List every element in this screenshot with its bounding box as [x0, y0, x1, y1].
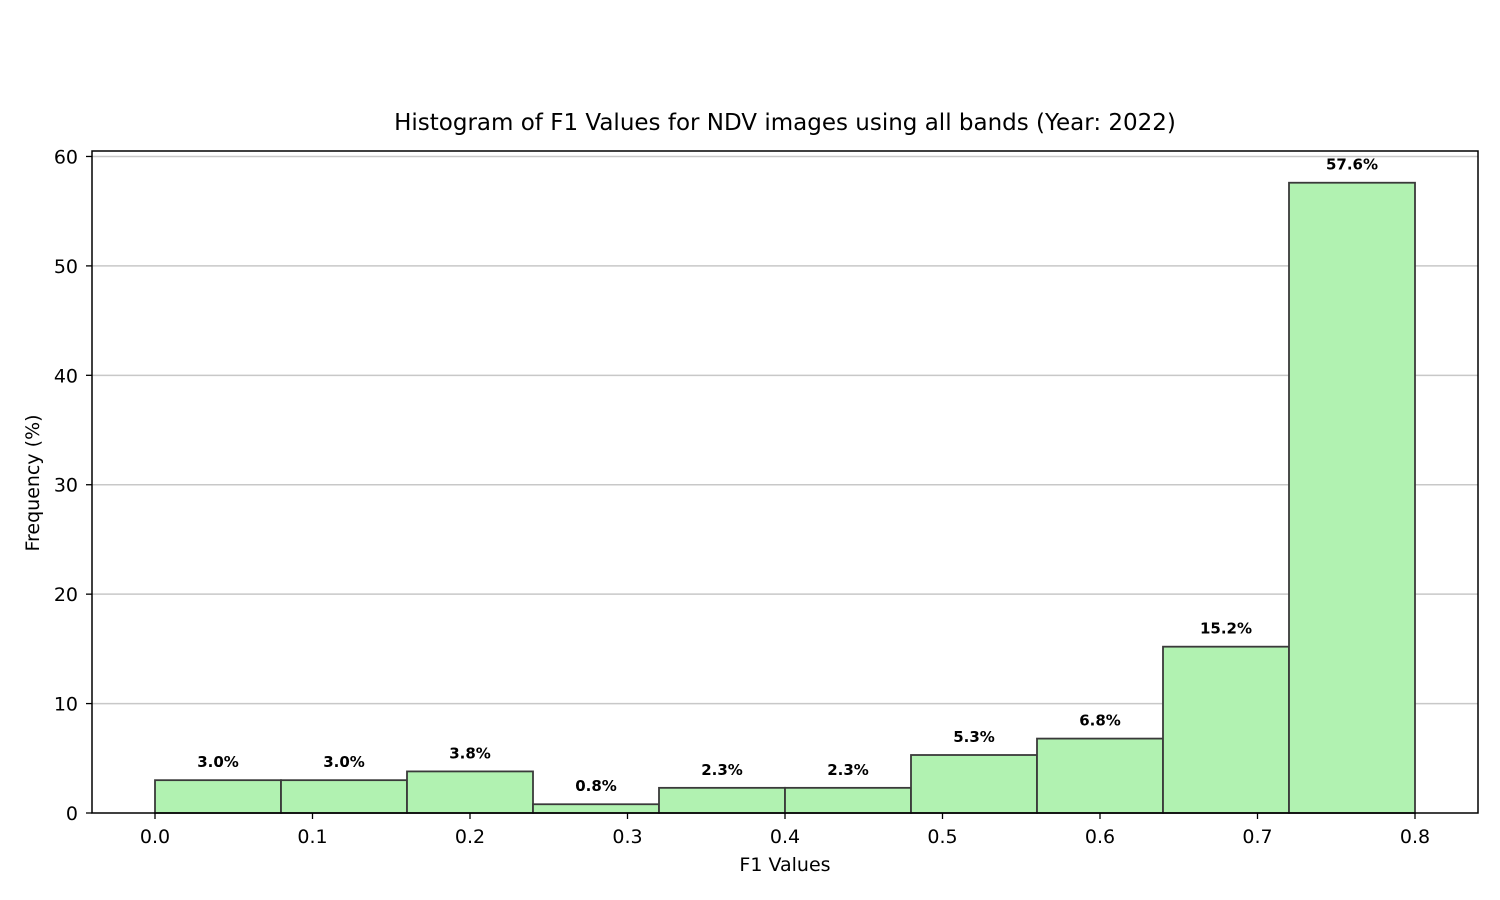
bar-label-6: 5.3%	[953, 728, 995, 746]
y-tick-label-4: 40	[54, 365, 78, 387]
x-tick-label-3: 0.3	[612, 826, 642, 848]
x-tick-label-5: 0.5	[927, 826, 957, 848]
bar-label-7: 6.8%	[1079, 712, 1121, 730]
x-tick-label-1: 0.1	[297, 826, 327, 848]
x-tick-label-6: 0.6	[1085, 826, 1115, 848]
bar-label-0: 3.0%	[197, 753, 239, 771]
y-tick-label-2: 20	[54, 584, 78, 606]
bar-label-8: 15.2%	[1200, 620, 1252, 638]
bar-label-2: 3.8%	[449, 744, 491, 762]
x-tick-label-4: 0.4	[770, 826, 800, 848]
grid-lines	[92, 155, 1478, 705]
x-tick-label-8: 0.8	[1400, 826, 1430, 848]
y-tick-label-6: 60	[54, 146, 78, 168]
bar-label-4: 2.3%	[701, 761, 743, 779]
bar-label-3: 0.8%	[575, 777, 617, 795]
x-tick-label-0: 0.0	[140, 826, 170, 848]
y-tick-label-1: 10	[54, 694, 78, 716]
y-axis-label: Frequency (%)	[22, 414, 44, 551]
bar-8	[1162, 645, 1290, 814]
x-tick-label-7: 0.7	[1242, 826, 1272, 848]
x-axis-ticks: 0.0 0.1 0.2 0.3 0.4 0.5 0.6 0.7 0.8	[140, 813, 1430, 848]
y-tick-label-5: 50	[54, 256, 78, 278]
bar-1	[280, 779, 408, 814]
y-axis-ticks: 0 10 20 30 40 50 60	[54, 146, 92, 825]
bar-2	[406, 770, 534, 814]
bars	[154, 181, 1416, 814]
y-tick-label-3: 30	[54, 475, 78, 497]
x-axis-label: F1 Values	[739, 854, 830, 876]
bar-9	[1288, 181, 1416, 814]
bar-7	[1036, 737, 1164, 814]
bar-label-9: 57.6%	[1326, 156, 1378, 174]
bar-0	[154, 779, 282, 814]
bar-label-5: 2.3%	[827, 761, 869, 779]
bar-6	[910, 754, 1038, 814]
x-tick-label-2: 0.2	[455, 826, 485, 848]
y-tick-label-0: 0	[66, 803, 78, 825]
chart-title: Histogram of F1 Values for NDV images us…	[394, 110, 1176, 136]
bar-labels: 3.0% 3.0% 3.8% 0.8% 2.3% 2.3% 5.3% 6.8% 15.2% 57.…	[197, 156, 1378, 796]
bar-5	[784, 786, 912, 814]
bar-4	[658, 786, 786, 814]
bar-label-1: 3.0%	[323, 753, 365, 771]
bar-3	[532, 803, 660, 814]
